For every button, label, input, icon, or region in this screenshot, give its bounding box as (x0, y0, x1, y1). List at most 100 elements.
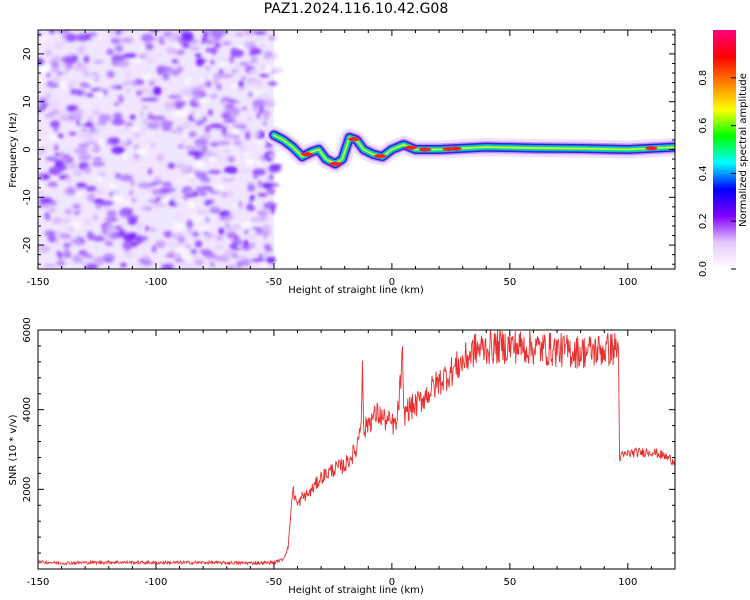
noise-speckle (263, 201, 278, 210)
noise-speckle (207, 169, 222, 175)
noise-speckle (155, 153, 165, 162)
noise-speckle (83, 55, 90, 64)
noise-speckle (57, 251, 63, 260)
noise-speckle (136, 221, 143, 230)
noise-speckle (54, 67, 59, 75)
noise-speckle (77, 46, 85, 55)
noise-gap (140, 45, 147, 51)
noise-gap (199, 77, 205, 82)
noise-gap (234, 204, 240, 209)
ridge-hotspot (348, 137, 361, 142)
noise-speckle (140, 203, 149, 211)
noise-speckle (81, 133, 95, 139)
noise-speckle (101, 255, 112, 259)
noise-speckle (45, 92, 52, 101)
noise-speckle (202, 230, 210, 235)
noise-speckle (127, 218, 138, 225)
noise-speckle (263, 114, 269, 122)
x-tick-label: -100 (145, 277, 168, 288)
noise-speckle (54, 144, 59, 151)
noise-speckle (73, 109, 85, 115)
y-tick-label: -20 (22, 237, 33, 253)
noise-speckle (65, 33, 77, 42)
noise-speckle (107, 137, 120, 145)
noise-speckle (118, 229, 126, 238)
noise-speckle (230, 47, 238, 56)
spectrogram-x-ticks: -150 -100 -50 0 50 100 (27, 30, 676, 288)
noise-speckle (238, 169, 251, 173)
noise-speckle (209, 123, 223, 129)
noise-speckle (147, 168, 153, 175)
noise-gap (81, 257, 90, 264)
noise-speckle (163, 87, 168, 94)
noise-speckle (246, 203, 256, 212)
colorbar-gradient (713, 30, 736, 269)
noise-gap (38, 64, 51, 70)
noise-speckle (124, 71, 132, 79)
noise-gap (123, 200, 133, 204)
noise-speckle (116, 59, 130, 68)
noise-gap (123, 137, 128, 143)
noise-speckle (262, 121, 268, 126)
noise-speckle (182, 123, 188, 128)
frequency-ridge (264, 126, 675, 173)
noise-gap (173, 43, 183, 50)
noise-speckle (156, 65, 167, 73)
noise-speckle (222, 119, 237, 123)
noise-gap (107, 183, 118, 189)
noise-speckle (195, 209, 207, 215)
noise-speckle (83, 69, 90, 78)
noise-gap (232, 128, 241, 135)
noise-gap (94, 125, 106, 132)
noise-speckle (175, 212, 181, 220)
noise-speckle (45, 217, 51, 221)
noise-speckle (151, 188, 160, 195)
noise-gap (114, 195, 125, 204)
noise-gap (127, 126, 140, 131)
noise-speckle (162, 231, 173, 237)
noise-speckle (131, 198, 136, 203)
noise-speckle (183, 193, 188, 201)
noise-speckle (165, 254, 175, 258)
noise-gap (259, 263, 267, 269)
noise-speckle (268, 173, 274, 182)
noise-speckle (155, 240, 166, 249)
noise-gap (77, 212, 85, 216)
noise-gap (75, 193, 81, 197)
noise-speckle (98, 113, 112, 123)
noise-gap (112, 192, 118, 199)
noise-gap (208, 214, 215, 222)
noise-speckle (79, 42, 88, 48)
colorbar-tick-label: 0.0 (698, 261, 709, 277)
noise-speckle (216, 141, 231, 145)
noise-speckle (68, 113, 83, 122)
noise-speckle (52, 216, 61, 225)
noise-gap (254, 139, 265, 144)
noise-speckle (87, 116, 94, 122)
noise-speckle (187, 131, 197, 138)
noise-speckle (241, 146, 247, 154)
noise-speckle (91, 161, 106, 167)
noise-speckle (266, 187, 276, 195)
noise-speckle (167, 162, 176, 169)
noise-speckle (229, 55, 235, 64)
noise-gap (153, 264, 161, 269)
noise-speckle (198, 83, 208, 87)
noise-speckle (204, 255, 216, 259)
noise-speckle (118, 94, 124, 104)
noise-speckle (169, 34, 177, 40)
noise-gap (40, 37, 48, 41)
x-tick-label: 100 (618, 277, 637, 288)
noise-speckle (75, 147, 89, 154)
noise-speckle (185, 244, 191, 249)
colorbar-tick-label: 0.2 (698, 213, 709, 229)
x-tick-label: -100 (145, 577, 168, 588)
noise-gap (187, 200, 196, 209)
noise-speckle (251, 258, 265, 263)
noise-gap (186, 174, 197, 181)
noise-gap (247, 229, 257, 235)
noise-gap (123, 153, 128, 161)
noise-gap (253, 90, 264, 95)
noise-speckle (119, 174, 134, 182)
noise-speckle (47, 181, 59, 188)
